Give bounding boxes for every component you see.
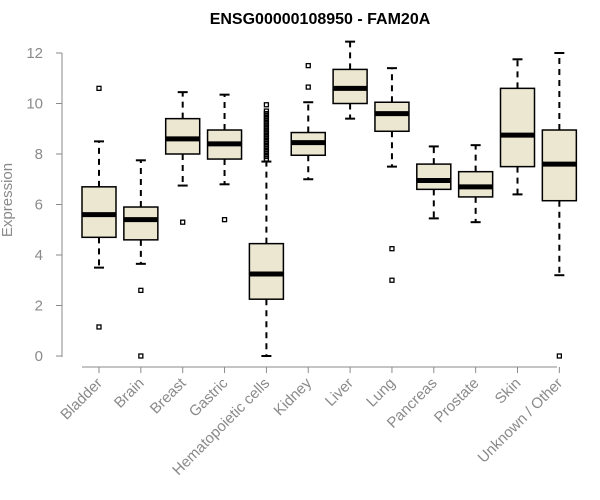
box-breast — [164, 91, 201, 225]
box-kidney — [290, 62, 326, 181]
outlier-point — [263, 108, 270, 114]
y-ticks: 0 2 4 6 8 10 12 — [26, 45, 62, 365]
iqr-box — [81, 186, 117, 239]
x-tick-label: Liver — [322, 375, 357, 410]
box-bladder — [81, 85, 117, 330]
y-tick-label: 12 — [26, 45, 43, 62]
outlier-point — [389, 277, 395, 283]
box-lung — [374, 67, 410, 283]
box-pancreas — [416, 145, 452, 220]
outlier-point — [180, 219, 186, 225]
iqr-box — [248, 242, 285, 300]
outlier-point — [305, 62, 311, 69]
iqr-box — [499, 87, 536, 168]
x-tick-label: Prostate — [431, 375, 483, 427]
outlier-point — [305, 84, 311, 90]
outlier-point — [556, 353, 562, 359]
x-tick-label: Skin — [492, 375, 525, 408]
iqr-box — [374, 101, 410, 133]
box-liver — [332, 40, 368, 120]
y-tick-label: 4 — [35, 247, 43, 264]
outlier-point — [221, 216, 228, 223]
y-axis-label: Expression — [0, 163, 16, 237]
x-tick-label: Brain — [111, 375, 148, 412]
outlier-point — [138, 287, 144, 294]
y-tick-label: 0 — [35, 348, 43, 365]
iqr-box — [416, 163, 452, 191]
outlier-point — [138, 353, 144, 359]
boxes-group — [81, 40, 578, 359]
outlier-point — [263, 102, 270, 108]
iqr-box — [123, 206, 159, 241]
outlier-point — [389, 246, 395, 252]
outlier-point — [96, 85, 102, 91]
y-tick-label: 6 — [35, 197, 43, 214]
chart-title: ENSG00000108950 - FAM20A — [210, 11, 431, 28]
x-tick-label: Bladder — [57, 375, 106, 424]
iqr-box — [164, 117, 201, 155]
x-tick-label: Lung — [363, 375, 399, 411]
box-prostate — [457, 144, 494, 224]
box-brain — [123, 159, 159, 359]
box-unknown-other — [541, 52, 578, 359]
x-tick-label: Kidney — [271, 374, 316, 419]
box-hematopoietic-cells — [248, 102, 285, 357]
iqr-box — [457, 170, 494, 198]
box-gastric — [206, 93, 243, 223]
y-tick-label: 10 — [26, 96, 43, 113]
y-tick-label: 8 — [35, 146, 43, 163]
outlier-point — [96, 324, 102, 330]
y-tick-label: 2 — [35, 298, 43, 315]
x-tick-label: Breast — [147, 374, 190, 417]
box-skin — [499, 58, 536, 196]
